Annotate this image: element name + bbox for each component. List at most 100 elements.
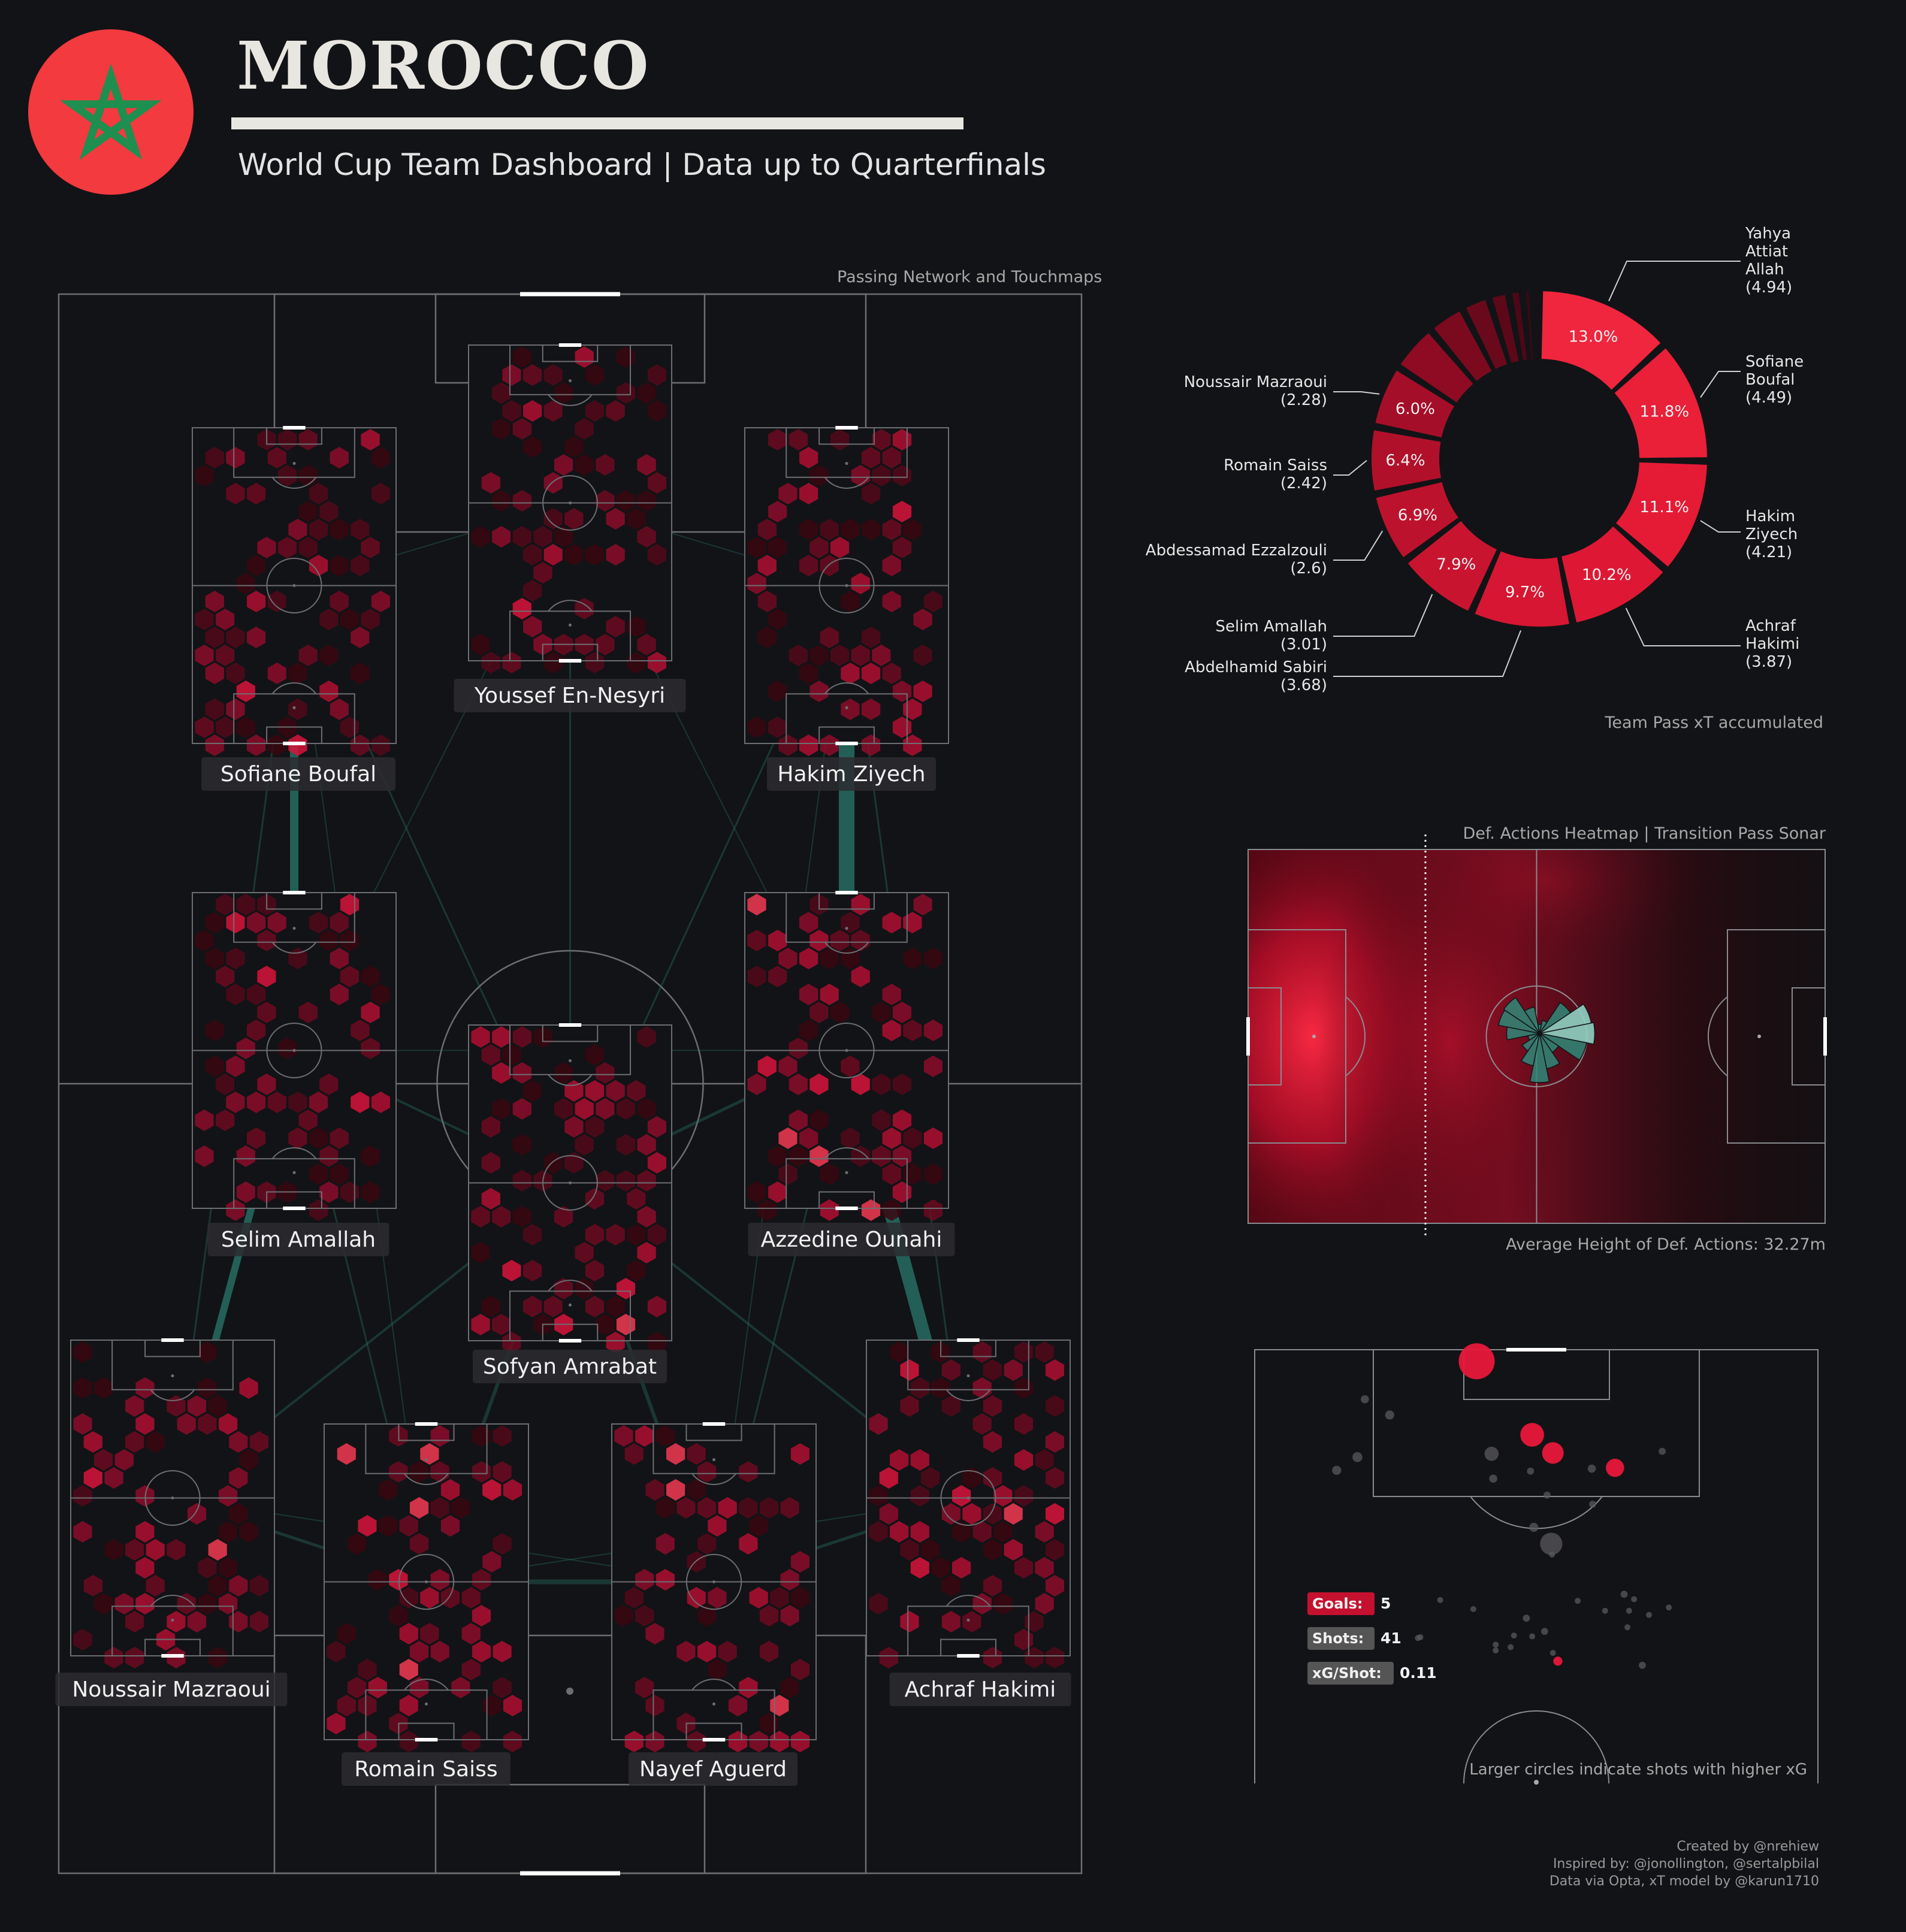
- touch-hex: [635, 1569, 654, 1591]
- touch-hex: [616, 1134, 636, 1156]
- touch-hex: [278, 537, 297, 558]
- touch-hex: [656, 1569, 675, 1591]
- touch-hex: [747, 930, 766, 951]
- touch-hex: [125, 1395, 144, 1417]
- shot: [1575, 1598, 1581, 1604]
- touch-hex: [614, 1605, 633, 1626]
- touch-hex: [135, 1557, 155, 1579]
- touch-hex: [627, 1080, 646, 1102]
- donut-callout: Abdelhamid Sabiri(3.68): [1185, 630, 1522, 694]
- network-section-title: Passing Network and Touchmaps: [837, 268, 1102, 286]
- touch-hex: [410, 1461, 429, 1483]
- donut-slice: [1475, 551, 1569, 627]
- touch-hex: [757, 591, 777, 612]
- touch-hex: [502, 1332, 521, 1353]
- touch-hex: [983, 1647, 1002, 1668]
- player-label-bg: [629, 1752, 798, 1786]
- donut-pct-label: 6.4%: [1385, 452, 1425, 470]
- touch-hex: [851, 1145, 870, 1167]
- touch-hex: [503, 1731, 522, 1752]
- penalty-spot: [966, 1618, 970, 1622]
- touch-hex: [461, 1731, 481, 1752]
- touch-hex: [993, 1521, 1013, 1543]
- touch-hex: [799, 663, 818, 684]
- touch-hex: [687, 1731, 706, 1752]
- touch-hex: [503, 1479, 522, 1501]
- touch-hexes: [195, 894, 390, 1221]
- touch-hex: [757, 519, 777, 540]
- touch-hex: [983, 1503, 1002, 1525]
- touch-hex: [759, 1605, 779, 1626]
- touch-hex: [585, 1116, 605, 1138]
- touch-hex: [249, 1575, 268, 1597]
- touch-hex: [903, 519, 922, 540]
- touch-hex: [910, 1377, 929, 1399]
- touch-hex: [882, 1020, 901, 1041]
- player-label-bg: [748, 1223, 955, 1256]
- donut-pct-label: 6.9%: [1398, 506, 1437, 524]
- goal-shot: [1520, 1423, 1544, 1447]
- touch-hex: [554, 1206, 573, 1227]
- donut-pct-label: 9.7%: [1505, 583, 1545, 601]
- donut-slice: [1614, 348, 1707, 458]
- touch-hex: [941, 1359, 960, 1381]
- touch-hex: [218, 1521, 238, 1543]
- touch-hex: [941, 1611, 960, 1632]
- shot: [1523, 1614, 1530, 1622]
- touch-hex: [747, 966, 766, 987]
- touch-hex: [298, 501, 318, 522]
- touch-hex: [205, 1020, 224, 1041]
- touch-hex: [218, 1485, 238, 1507]
- touch-hex: [575, 454, 594, 476]
- touch-hex: [903, 948, 922, 969]
- player-name: Youssef En-Nesyri: [474, 684, 665, 708]
- touch-hex: [461, 1587, 481, 1609]
- touch-hex: [257, 966, 276, 987]
- touch-hex: [512, 490, 531, 512]
- touch-hex: [278, 465, 297, 486]
- touch-hex: [330, 555, 349, 576]
- touch-hex: [361, 1145, 380, 1167]
- callout-label: (3.01): [1280, 636, 1327, 654]
- touch-hex: [267, 1092, 286, 1113]
- callout-label: Hakim: [1745, 507, 1795, 525]
- touch-hex: [205, 627, 224, 648]
- credit-data: Data via Opta, xT model by @karun1710: [1549, 1874, 1819, 1889]
- touch-hex: [790, 1443, 809, 1465]
- touch-hex: [512, 1134, 531, 1156]
- shot: [1646, 1611, 1652, 1618]
- touch-hex: [319, 501, 339, 522]
- touch-hex: [627, 1260, 646, 1281]
- touch-hexes: [614, 1425, 809, 1752]
- sonar-wedge: [1539, 1033, 1587, 1061]
- touch-hex: [399, 1515, 418, 1537]
- stat-pill: [1307, 1627, 1375, 1650]
- passing-network: Youssef En-Nesyri Sofiane Boufal Hakim Ziy…: [55, 292, 1083, 1876]
- touch-hex: [739, 1533, 758, 1555]
- touch-hex: [596, 490, 615, 512]
- touch-hex: [481, 1044, 500, 1066]
- touch-hex: [471, 1026, 490, 1048]
- touch-hex: [247, 734, 266, 756]
- penalty-arc: [271, 682, 317, 694]
- touch-hex: [585, 1188, 605, 1210]
- touch-hex: [768, 537, 787, 558]
- touch-hex: [585, 1080, 605, 1102]
- touch-hex: [575, 1242, 594, 1263]
- touch-hex: [247, 984, 266, 1005]
- touch-hex: [882, 1199, 901, 1221]
- touch-hex: [606, 616, 625, 637]
- touch-hex: [482, 1551, 502, 1573]
- touch-hex: [637, 1098, 656, 1120]
- player-label-bg: [889, 1673, 1071, 1706]
- donut-slice: [1407, 521, 1497, 611]
- touch-hex: [923, 1127, 943, 1149]
- stat-value: 41: [1381, 1629, 1401, 1647]
- touch-hex: [830, 537, 850, 558]
- touch-hex: [809, 537, 829, 558]
- touch-hex: [624, 1443, 644, 1465]
- touch-hex: [309, 1163, 328, 1185]
- touch-hexes: [747, 894, 943, 1221]
- touch-hex: [637, 1134, 656, 1156]
- touch-hex: [728, 1695, 748, 1716]
